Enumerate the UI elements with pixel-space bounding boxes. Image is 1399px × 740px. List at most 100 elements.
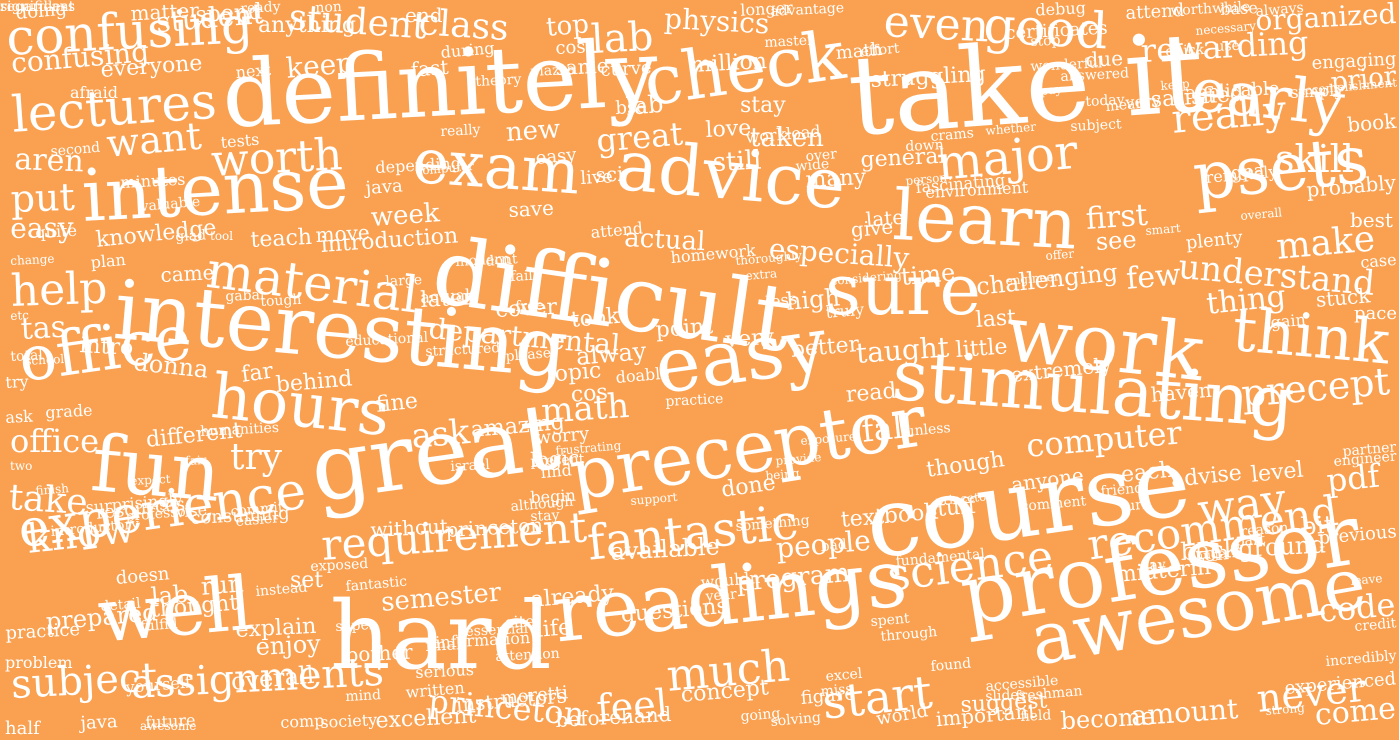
cloud-word: attend (589, 218, 644, 242)
cloud-word: previous (1317, 521, 1398, 549)
cloud-word: gabai (224, 286, 265, 305)
cloud-word: excellent (374, 703, 477, 734)
cloud-word: credit (1353, 615, 1397, 635)
cloud-word: set (290, 568, 324, 593)
cloud-word: easy (534, 144, 578, 169)
cloud-word: down (904, 136, 945, 155)
cloud-word: ready (239, 0, 281, 18)
cloud-word: friend (1099, 480, 1144, 500)
cloud-word: instead (254, 579, 309, 600)
cloud-word: fail (509, 267, 534, 285)
cloud-word: master (763, 32, 815, 51)
cloud-word: point (654, 314, 714, 343)
cloud-word: subject (1069, 116, 1122, 135)
cloud-word: took (569, 303, 621, 333)
cloud-word: fair (184, 452, 207, 468)
cloud-word: expect (129, 471, 171, 488)
cloud-word: sure (825, 249, 981, 331)
cloud-word: give (849, 214, 895, 242)
cloud-word: figure (799, 683, 856, 709)
cloud-word: fine (374, 388, 420, 418)
cloud-word: tool (210, 229, 234, 243)
cloud-word: keep (1159, 76, 1191, 93)
cloud-word: java (364, 175, 404, 199)
cloud-word: large (384, 272, 423, 290)
cloud-word: grade (44, 400, 93, 422)
cloud-word: leave (1349, 571, 1383, 588)
cloud-word: case (1359, 249, 1398, 272)
cloud-word: second (49, 139, 101, 160)
cloud-word: available (609, 532, 721, 566)
cloud-word: practice (4, 619, 81, 644)
cloud-word: intro (78, 333, 134, 361)
cloud-word: during (439, 38, 496, 62)
cloud-word: attention (494, 645, 561, 665)
cloud-word: glad (174, 227, 207, 245)
cloud-word: quite (34, 220, 78, 242)
cloud-word: incredibly (1324, 647, 1398, 670)
cloud-word: try (4, 371, 29, 392)
cloud-word: field (1019, 707, 1052, 725)
cloud-word: best (1350, 208, 1393, 232)
cloud-word: plan (89, 249, 127, 272)
cloud-word: going (739, 705, 782, 725)
cloud-word: taken (750, 123, 824, 153)
cloud-word: unless (904, 420, 952, 440)
cloud-word: finish (34, 481, 70, 498)
cloud-word: few (1124, 257, 1183, 297)
cloud-word: very (724, 324, 775, 353)
cloud-word: tough (259, 291, 302, 310)
cloud-word: came (159, 260, 216, 287)
cloud-word: great (594, 114, 685, 160)
cloud-word: matter (129, 0, 200, 26)
cloud-word: live (579, 166, 614, 189)
cloud-word: really (439, 121, 481, 140)
cloud-word: comp (279, 710, 325, 732)
cloud-word: keep (284, 46, 356, 85)
cloud-word: pace (1354, 303, 1397, 324)
cloud-word: gain (1269, 309, 1307, 332)
cloud-word: significant (0, 0, 75, 15)
cloud-word: stay (740, 93, 786, 118)
cloud-word: afraid (70, 83, 119, 102)
cloud-word: truly (824, 299, 865, 322)
cloud-word: use (1214, 37, 1241, 55)
cloud-word: super (334, 616, 376, 635)
cloud-word: stuck (1314, 283, 1372, 312)
cloud-word: day (1139, 556, 1167, 575)
cloud-word: applicable (1184, 78, 1280, 104)
cloud-word: huge (1194, 546, 1227, 563)
cloud-word: become (1059, 702, 1156, 736)
cloud-word: change (9, 251, 55, 268)
cloud-word: precept (1239, 359, 1392, 416)
cloud-word: teach (249, 224, 313, 253)
cloud-word: princeton (444, 512, 544, 542)
cloud-word: extra (744, 266, 778, 283)
cloud-word: free (514, 297, 545, 315)
cloud-word: mind (344, 687, 382, 705)
cloud-word: exposed (309, 555, 369, 575)
cloud-word: wide (794, 156, 830, 175)
cloud-word: cos (569, 379, 609, 408)
cloud-word: explain (234, 613, 317, 643)
cloud-word: try (230, 437, 283, 478)
cloud-word: mean (1104, 95, 1146, 115)
cloud-word: book (1346, 108, 1398, 137)
cloud-word: time (899, 258, 957, 291)
cloud-word: donna (132, 348, 210, 384)
cloud-word: bad (819, 536, 848, 555)
cloud-word: being (764, 466, 801, 483)
cloud-word: provide (774, 449, 823, 468)
cloud-word: strong (1264, 700, 1306, 718)
cloud-word: struggling (869, 61, 987, 93)
cloud-word: freshman (1014, 683, 1084, 705)
cloud-word: ask (4, 406, 34, 427)
cloud-word: concept (679, 675, 770, 708)
cloud-word: base (1219, 0, 1259, 19)
cloud-word: end (405, 3, 443, 27)
cloud-word: school (24, 351, 65, 368)
cloud-word: come (1313, 690, 1398, 733)
cloud-word: save (507, 195, 555, 222)
cloud-word: regardless (0, 0, 76, 15)
